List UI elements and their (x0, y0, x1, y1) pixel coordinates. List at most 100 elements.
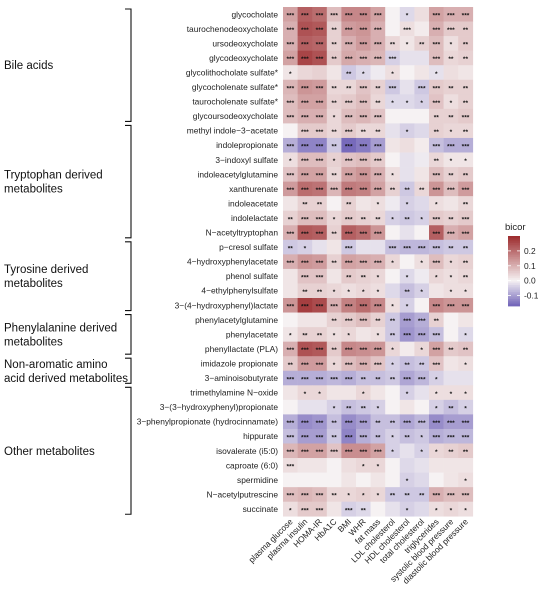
heatmap-cell (370, 341, 386, 357)
significance-mark: *** (330, 304, 338, 311)
significance-mark: * (435, 391, 438, 398)
significance-mark: *** (286, 56, 294, 63)
heatmap-cell (385, 65, 401, 81)
heatmap-cell (399, 36, 415, 51)
significance-mark: ** (332, 318, 338, 325)
heatmap-cell (385, 152, 401, 168)
heatmap-cell (399, 79, 415, 95)
heatmap-cell (370, 94, 386, 110)
heatmap-cell (326, 181, 342, 197)
heatmap-cell (283, 167, 298, 182)
heatmap-cell (341, 65, 357, 81)
heatmap-cell (312, 501, 328, 517)
heatmap-cell (399, 472, 415, 488)
significance-mark: *** (359, 260, 367, 267)
heatmap-cell (414, 501, 430, 517)
significance-mark: *** (432, 13, 440, 20)
row-label: imidazole propionate (201, 358, 279, 368)
row-label: glycocholate (231, 9, 278, 19)
significance-mark: *** (345, 144, 353, 151)
significance-mark: *** (432, 435, 440, 442)
heatmap-cell (356, 399, 371, 415)
heatmap-cell (312, 36, 328, 51)
heatmap-cell (443, 385, 459, 401)
heatmap-cell (356, 428, 371, 444)
heatmap-cell (356, 472, 371, 488)
heatmap-cell (370, 458, 386, 473)
heatmap-cell (297, 225, 313, 241)
significance-mark: ** (375, 318, 381, 325)
heatmap-cell (443, 50, 459, 66)
significance-mark: *** (301, 507, 309, 514)
heatmap-cell (341, 108, 357, 124)
significance-mark: *** (301, 376, 309, 383)
heatmap-cell (370, 327, 386, 342)
significance-mark: *** (316, 56, 324, 63)
significance-mark: *** (432, 362, 440, 369)
significance-mark: ** (463, 449, 469, 456)
heatmap-cell (326, 501, 342, 517)
significance-mark: ** (405, 435, 411, 442)
heatmap-cell (297, 341, 313, 357)
significance-mark: * (435, 405, 438, 412)
heatmap-cell (297, 239, 313, 255)
significance-mark: *** (432, 187, 440, 194)
heatmap-cell (356, 356, 371, 372)
heatmap-cell (370, 385, 386, 401)
significance-mark: * (435, 449, 438, 456)
significance-mark: * (362, 289, 365, 296)
heatmap-cell (326, 94, 342, 110)
significance-mark: *** (432, 333, 440, 340)
significance-mark: ** (317, 202, 323, 209)
heatmap-cell (414, 137, 430, 153)
significance-mark: * (289, 71, 292, 78)
legend-title: bicor (505, 222, 526, 233)
heatmap-cell (443, 196, 459, 211)
heatmap-cell (414, 167, 430, 182)
heatmap-cell (370, 137, 386, 153)
heatmap-cell (297, 36, 313, 51)
heatmap-cell (356, 268, 371, 284)
heatmap-cell (356, 7, 371, 22)
significance-mark: *** (286, 420, 294, 427)
heatmap-cell (385, 181, 401, 197)
heatmap-cell (326, 472, 342, 488)
heatmap-cell (297, 428, 313, 444)
significance-mark: * (420, 435, 423, 442)
heatmap-cell (370, 312, 386, 328)
significance-mark: ** (317, 289, 323, 296)
heatmap-cell (326, 370, 342, 386)
significance-mark: *** (345, 216, 353, 223)
significance-mark: *** (301, 144, 309, 151)
heatmap-cell (414, 181, 430, 197)
heatmap-cell (341, 399, 357, 415)
heatmap-cell (297, 312, 313, 328)
heatmap-cell (297, 298, 313, 313)
heatmap-cell (370, 283, 386, 299)
heatmap-cell (458, 152, 474, 168)
heatmap-cell (356, 36, 371, 51)
significance-mark: * (377, 274, 380, 281)
legend-swatch (508, 283, 520, 286)
heatmap-cell (370, 196, 386, 211)
significance-mark: ** (332, 42, 338, 49)
significance-mark: ** (332, 85, 338, 92)
heatmap-cell (356, 370, 371, 386)
significance-mark: *** (345, 56, 353, 63)
significance-mark: * (420, 216, 423, 223)
significance-mark: *** (316, 144, 324, 151)
heatmap-cell (414, 268, 430, 284)
significance-mark: * (420, 289, 423, 296)
heatmap-cell (283, 239, 298, 255)
heatmap-cell (283, 152, 298, 168)
heatmap-cell (312, 225, 328, 241)
significance-mark: * (464, 405, 467, 412)
significance-mark: *** (301, 216, 309, 223)
significance-mark: *** (462, 144, 470, 151)
significance-mark: ** (405, 362, 411, 369)
row-label: indolelactate (231, 213, 278, 223)
heatmap-cell (443, 123, 459, 139)
heatmap-cell (297, 356, 313, 372)
heatmap-cell (326, 399, 342, 415)
heatmap-cell (341, 428, 357, 444)
